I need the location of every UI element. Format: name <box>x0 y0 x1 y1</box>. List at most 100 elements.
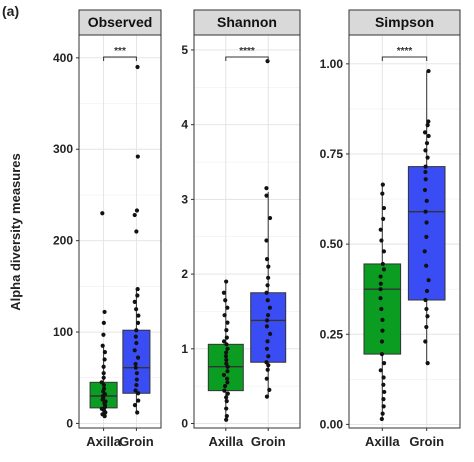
data-point <box>268 331 273 336</box>
data-point <box>422 249 427 254</box>
data-point <box>424 263 429 268</box>
data-point <box>426 68 431 74</box>
data-point <box>378 274 383 279</box>
y-tick-label: 2 <box>181 267 188 281</box>
facet-strip <box>78 9 162 36</box>
data-point <box>380 328 385 333</box>
facet-title: Shannon <box>217 14 277 30</box>
data-point <box>380 411 385 416</box>
data-point <box>224 395 229 400</box>
data-point <box>132 403 138 408</box>
y-axis-label: Alpha diversity measures <box>8 153 23 311</box>
y-tick-label: 400 <box>53 51 73 65</box>
data-point <box>424 324 429 330</box>
facet-strip <box>193 9 301 36</box>
data-point <box>266 354 271 359</box>
data-point <box>135 355 141 360</box>
data-point <box>134 307 139 312</box>
facet-strip <box>348 9 461 36</box>
significance-label: *** <box>114 46 126 57</box>
data-point <box>379 351 385 357</box>
data-point <box>264 346 270 351</box>
data-point <box>224 328 229 333</box>
data-point <box>265 339 270 344</box>
data-point <box>134 340 139 346</box>
facet-shannon: **** Shannon 0 1 2 3 4 5 Axilla Groin <box>181 9 301 449</box>
data-point <box>425 155 430 160</box>
data-point <box>132 212 137 218</box>
x-tick-label: Groin <box>251 434 286 449</box>
data-point <box>267 215 273 221</box>
x-tick-label: Axilla <box>365 434 400 449</box>
data-point <box>225 346 230 351</box>
data-point <box>426 133 431 139</box>
data-point <box>264 186 269 191</box>
data-point <box>134 382 139 388</box>
y-tick-label: 0.25 <box>320 327 344 341</box>
data-point <box>133 361 138 367</box>
data-point <box>379 238 384 243</box>
data-point <box>422 130 428 135</box>
data-point <box>102 357 107 362</box>
data-point <box>224 376 230 381</box>
data-point <box>381 375 386 380</box>
data-point <box>101 375 106 380</box>
data-point <box>381 249 386 254</box>
data-point <box>424 141 430 146</box>
y-tick-label: 0.50 <box>320 237 344 251</box>
data-point <box>267 387 272 392</box>
facet-title: Observed <box>88 14 153 30</box>
data-point <box>135 320 141 325</box>
data-point <box>423 169 428 175</box>
data-point <box>135 286 140 292</box>
x-tick-label: Axilla <box>86 434 121 449</box>
y-tick-label: 0 <box>66 416 73 430</box>
data-point <box>381 267 387 272</box>
panel-border <box>193 34 301 429</box>
data-point <box>134 371 139 376</box>
data-point <box>102 414 107 419</box>
data-point <box>221 372 227 378</box>
data-point <box>101 364 106 369</box>
panel-border <box>348 34 461 429</box>
data-point <box>135 64 140 70</box>
data-point <box>423 297 428 303</box>
data-point <box>134 328 139 333</box>
facet-panels: ***Observed0100200300400AxillaGroin****S… <box>53 9 461 449</box>
data-point <box>264 238 269 243</box>
data-point <box>222 388 227 393</box>
data-point <box>102 404 108 410</box>
data-point <box>265 298 270 303</box>
data-point <box>222 384 228 389</box>
data-point <box>379 306 384 312</box>
data-point <box>221 290 227 295</box>
y-tick-label: 200 <box>53 234 73 248</box>
data-point <box>425 314 430 319</box>
data-point <box>381 382 386 387</box>
significance-bracket <box>225 56 269 61</box>
significance-bracket <box>103 56 137 61</box>
data-point <box>132 299 137 304</box>
significance-label: **** <box>397 46 413 57</box>
data-point <box>100 211 105 216</box>
data-point <box>134 377 139 382</box>
data-point <box>101 371 106 376</box>
data-point <box>264 318 270 323</box>
data-point <box>425 361 430 366</box>
data-point <box>379 339 385 344</box>
y-tick-label: 3 <box>181 192 188 206</box>
data-point <box>423 148 428 153</box>
data-point <box>224 406 229 411</box>
y-tick-label: 300 <box>53 142 73 156</box>
data-point <box>378 296 383 301</box>
data-point <box>102 350 107 355</box>
y-tick-label: 4 <box>181 118 188 132</box>
data-point <box>132 348 137 353</box>
data-point <box>266 363 271 368</box>
data-point <box>380 261 385 267</box>
data-point <box>379 416 384 422</box>
data-point <box>223 354 229 359</box>
data-point <box>378 227 383 232</box>
data-point <box>265 283 270 288</box>
